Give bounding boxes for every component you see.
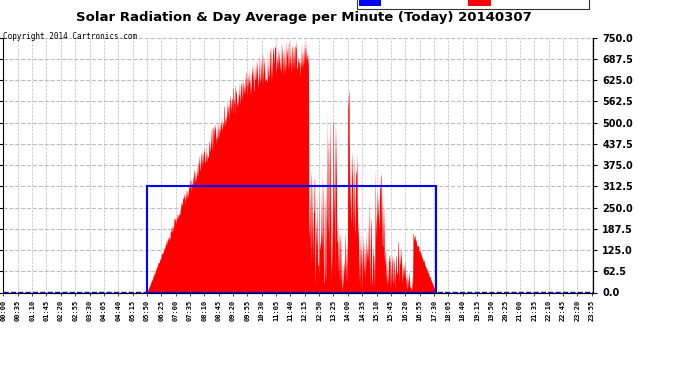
Text: Copyright 2014 Cartronics.com: Copyright 2014 Cartronics.com — [3, 32, 137, 41]
Text: Solar Radiation & Day Average per Minute (Today) 20140307: Solar Radiation & Day Average per Minute… — [76, 11, 531, 24]
Bar — [147, 186, 436, 292]
Legend: Median (W/m2), Radiation (W/m2): Median (W/m2), Radiation (W/m2) — [357, 0, 589, 9]
